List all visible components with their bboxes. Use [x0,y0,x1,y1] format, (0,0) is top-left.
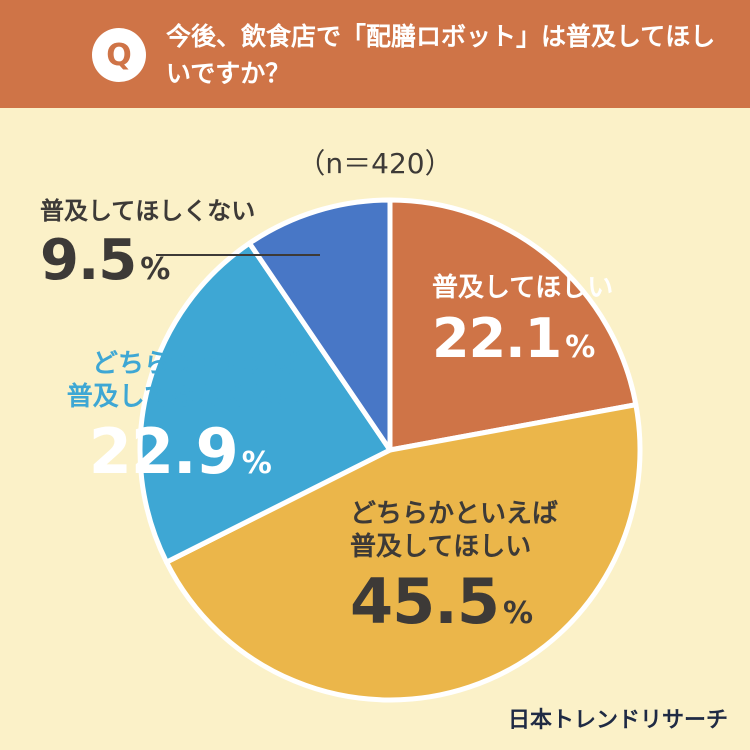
slice-value-2: 45.5 [350,565,500,638]
brand-logo: 日本トレンドリサーチ [507,708,728,733]
pie-slice-4 [246,197,393,453]
slice-value-3: 22.9 [88,415,239,488]
slice-unit-4: % [140,252,170,287]
slice-category-2: どちらかといえば 普及してほしい [350,498,558,563]
question-text: 今後、飲食店で「配膳ロボット」は普及してほしいですか？ [166,22,716,88]
slice-category-3-line-1: どちらかといえば [91,349,300,379]
slice-category-1: 普及してほしい [432,273,614,303]
pie-slice-1 [387,197,639,453]
slice-label-2: どちらかといえば 普及してほしい 45.5% [350,498,558,641]
slice-value-4: 9.5 [40,228,137,293]
slice-category-3-line-2: 普及してほしくない [66,381,300,412]
slice-label-3: どちらかといえば 普及してほしくない 22.9% [67,348,300,491]
slice-unit-1: % [565,329,595,365]
sample-size-label: （n＝420） [297,147,453,180]
slice-unit-2: % [502,596,533,631]
pie-slice-2 [164,402,643,703]
slice-category-4: 普及してほしくない [40,197,256,225]
slice-unit-3: % [241,446,272,481]
pie-slice-3 [137,240,393,565]
slice-category-3: どちらかといえば 普及してほしくない [67,348,300,413]
question-header: Q 今後、飲食店で「配膳ロボット」は普及してほしいですか？ [0,0,750,108]
slice-category-2-line-2: 普及してほしい [350,531,532,562]
slice-category-2-line-1: どちらかといえば [350,499,559,529]
leader-line [156,254,320,256]
slice-label-4: 普及してほしくない 9.5% [40,196,255,296]
q-badge: Q [92,28,146,82]
slice-label-1: 普及してほしい 22.1% [432,272,613,372]
slice-value-1: 22.1 [432,306,562,370]
